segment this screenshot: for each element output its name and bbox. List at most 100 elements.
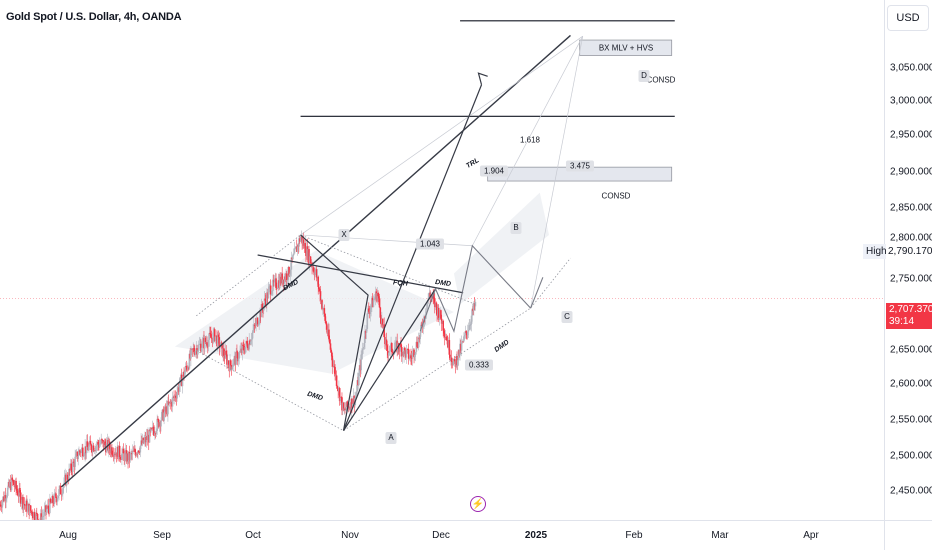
candle-body xyxy=(203,337,206,349)
candle-body xyxy=(55,493,57,499)
candle-body xyxy=(410,355,412,359)
candle-body xyxy=(56,498,59,502)
candle-body xyxy=(328,329,330,340)
candle-body xyxy=(53,493,56,504)
candle-body xyxy=(226,354,228,365)
projection-c-leg xyxy=(530,277,544,309)
candle-body xyxy=(57,495,60,499)
candle-body xyxy=(270,294,273,295)
candle-body xyxy=(248,340,250,350)
candle-body xyxy=(443,330,445,334)
price-tick: 2,750.000 xyxy=(890,273,932,285)
candle-body xyxy=(387,352,390,356)
candle-body xyxy=(104,441,106,446)
current-price-tag: 2,707.370 39:14 xyxy=(886,303,932,329)
candle-body xyxy=(157,418,159,420)
candle-body xyxy=(319,291,322,302)
candle-body xyxy=(36,512,38,514)
candle-body xyxy=(82,456,85,457)
candle-body xyxy=(30,510,33,512)
candle-body xyxy=(206,342,208,346)
candle-body xyxy=(135,453,138,456)
candle-body xyxy=(121,453,123,460)
candle-body xyxy=(358,372,360,386)
candle-body xyxy=(41,516,43,520)
projection-arrowhead xyxy=(477,72,488,85)
candle-body xyxy=(304,243,306,253)
price-tick: 2,900.000 xyxy=(890,166,932,178)
candle-body xyxy=(197,350,199,355)
candle-body xyxy=(155,430,158,434)
consd-zone xyxy=(579,39,673,56)
candle-body xyxy=(138,452,141,453)
time-axis[interactable] xyxy=(0,520,884,550)
candle-body xyxy=(351,404,354,408)
candle-body xyxy=(139,445,142,453)
candle-body xyxy=(257,323,260,326)
candle-body xyxy=(137,450,139,454)
chart-area[interactable]: Gold Spot / U.S. Dollar, 4h, OANDA BX ML… xyxy=(0,0,884,520)
shaded-wedge-right xyxy=(453,192,550,305)
guide-x-d xyxy=(300,35,583,236)
candle-body xyxy=(374,298,376,300)
candle-body xyxy=(318,289,321,292)
candle-body xyxy=(446,340,448,341)
candle-body xyxy=(83,454,86,457)
candle-body xyxy=(336,386,339,389)
axis-corner[interactable] xyxy=(884,520,932,550)
harmonic-leg-xa xyxy=(300,234,369,431)
candle-body xyxy=(42,515,45,517)
candle-body xyxy=(427,299,429,305)
candle-body xyxy=(366,313,369,329)
candle-body xyxy=(312,267,315,272)
candle-body xyxy=(204,337,207,343)
candle-body xyxy=(43,509,46,516)
candle-body xyxy=(408,358,411,360)
candle-body xyxy=(49,498,51,514)
lightning-icon[interactable]: ⚡ xyxy=(470,496,486,512)
candle-body xyxy=(354,396,357,398)
candle-body xyxy=(12,480,14,481)
candle-body xyxy=(200,347,203,352)
candle-body xyxy=(242,344,244,346)
candle-body xyxy=(437,307,440,320)
candle-body xyxy=(468,325,471,331)
candle-body xyxy=(61,494,63,495)
candle-body xyxy=(285,273,288,281)
candle-body xyxy=(183,371,186,377)
candle-body xyxy=(176,392,178,399)
candle-body xyxy=(450,357,453,363)
candle-body xyxy=(238,352,241,359)
candle-body xyxy=(212,332,214,343)
time-tick: Apr xyxy=(803,530,819,541)
candle-body xyxy=(298,238,300,247)
candle-body xyxy=(414,354,416,357)
price-tick: 2,600.000 xyxy=(890,378,932,390)
candle-body xyxy=(31,511,34,517)
candle-body xyxy=(370,305,372,310)
candle-body xyxy=(331,360,334,367)
candle-body xyxy=(267,288,270,299)
candle-body xyxy=(1,501,4,508)
candle-body xyxy=(65,474,68,486)
candle-body xyxy=(463,334,466,337)
candle-body xyxy=(292,253,295,256)
chart-canvas[interactable] xyxy=(0,0,884,520)
candle-body xyxy=(403,347,405,356)
candle-body xyxy=(378,298,381,308)
candle-body xyxy=(86,441,89,447)
price-axis[interactable] xyxy=(884,0,932,520)
currency-button[interactable]: USD xyxy=(887,5,929,31)
price-tick: 2,650.000 xyxy=(890,344,932,356)
candle-body xyxy=(225,350,227,355)
candle-body xyxy=(216,334,219,347)
candle-body xyxy=(410,358,413,359)
candle-body xyxy=(52,496,54,503)
candle-body xyxy=(160,412,163,421)
time-tick: Oct xyxy=(245,530,261,541)
candle-body xyxy=(356,380,359,392)
candle-body xyxy=(124,452,126,461)
candle-body xyxy=(255,320,257,326)
candle-body xyxy=(160,420,162,427)
candle-body xyxy=(62,484,65,489)
